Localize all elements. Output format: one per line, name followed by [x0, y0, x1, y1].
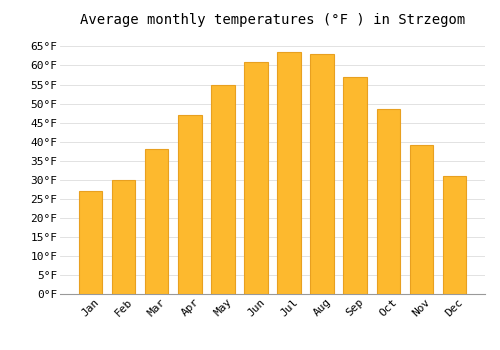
Bar — [212, 84, 234, 294]
Bar — [146, 149, 169, 294]
Bar — [344, 77, 366, 294]
Bar — [410, 146, 432, 294]
Bar — [80, 191, 102, 294]
Bar — [442, 176, 466, 294]
Bar — [376, 109, 400, 294]
Bar — [278, 52, 300, 294]
Bar — [244, 62, 268, 294]
Bar — [112, 180, 136, 294]
Bar — [178, 115, 202, 294]
Bar — [310, 54, 334, 294]
Title: Average monthly temperatures (°F ) in Strzegom: Average monthly temperatures (°F ) in St… — [80, 13, 465, 27]
